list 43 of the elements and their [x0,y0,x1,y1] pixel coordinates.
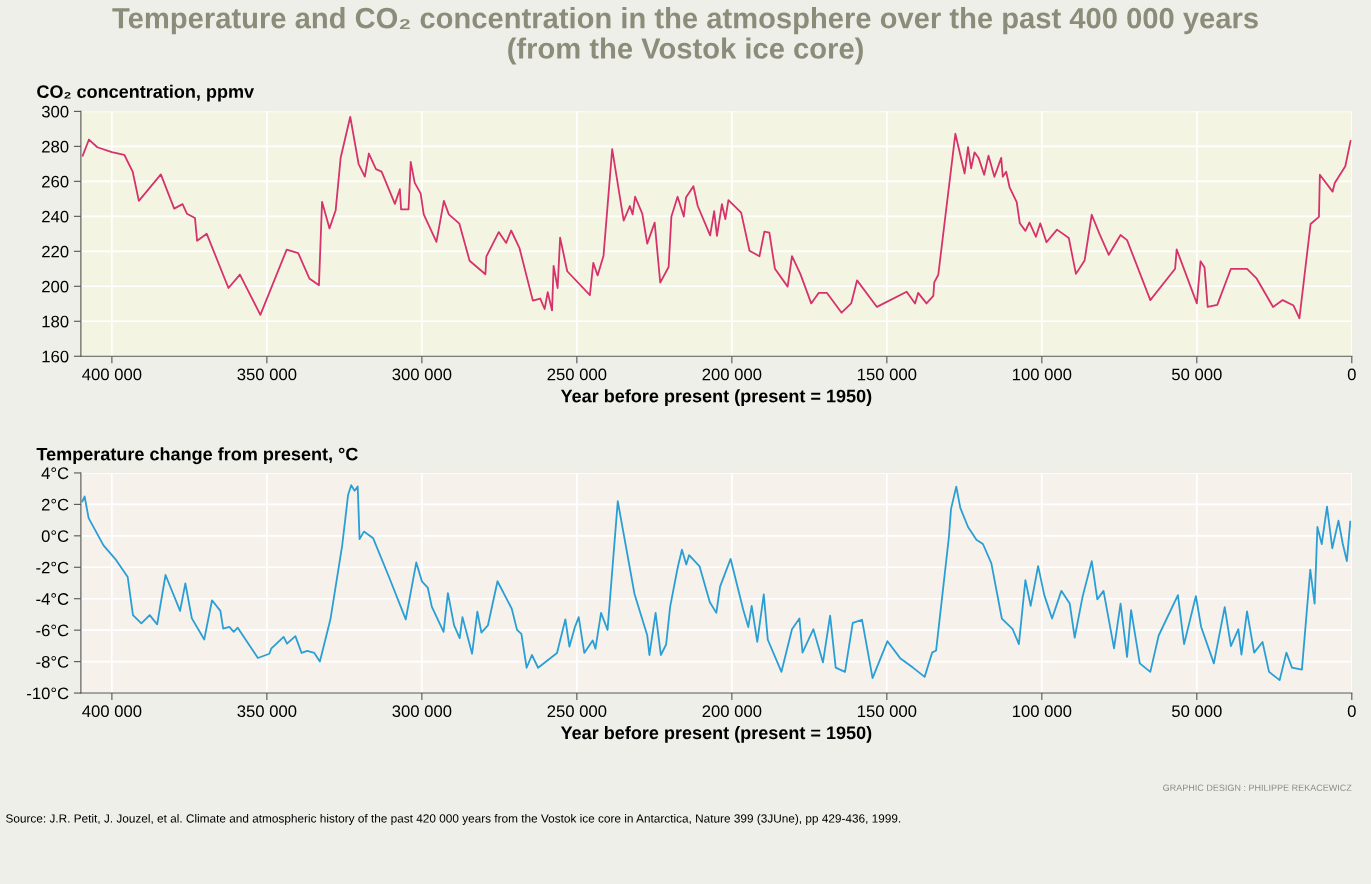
y-tick-label: 240 [42,210,69,223]
y-tick-label: 0°C [41,530,69,543]
x-tick-label: 300 000 [392,368,452,381]
x-tick-label: 350 000 [237,705,297,718]
y-tick-label: 220 [42,245,69,258]
y-tick-label: 4°C [41,467,69,480]
x-tick-label: 50 000 [1172,368,1222,381]
x-tick-label: 0 [1347,705,1356,718]
x-tick-label: 250 000 [547,368,607,381]
y-tick-label: 2°C [41,498,69,511]
y-tick-label: 180 [42,315,69,328]
y-tick-label: 300 [41,105,69,118]
x-tick-label: 250 000 [547,705,607,718]
y-tick-label: -10°C [27,687,69,700]
y-tick-label: 280 [42,140,69,153]
x-tick-label: 350 000 [237,368,297,381]
y-tick-label: 200 [42,280,69,293]
y-axis-title: Temperature change from present, °C [36,447,358,465]
x-tick-label: 0 [1347,368,1356,381]
x-tick-label: 200 000 [702,368,762,381]
x-tick-label: 400 000 [82,368,142,381]
x-tick-label: 150 000 [857,705,917,718]
y-tick-label: -4°C [36,593,69,605]
y-axis-title: CO₂ concentration, ppmv [37,84,255,102]
text: GRAPHIC DESIGN : PHILIPPE REKACEWICZ [1163,784,1352,791]
x-tick-label: 300 000 [392,705,452,718]
line-series [81,115,1352,320]
x-tick-label: 50 000 [1172,705,1222,718]
x-tick-label: 200 000 [702,705,762,718]
y-tick-label: -8°C [36,656,69,668]
y-tick-label: -6°C [36,624,69,637]
x-tick-label: 100 000 [1012,705,1072,718]
x-tick-label: 400 000 [82,705,142,718]
y-tick-label: 160 [42,350,69,363]
x-axis-title: Year before present (present = 1950) [560,389,872,406]
source-note: Source: J.R. Petit, J. Jouzel, et al. Climate and atmospheric history of the past 420 000 years from the Vostok ice core in Antarctica, Nature 399 (3JUne), pp 429-436, 1999. [6,813,901,825]
x-tick-label: 150 000 [857,368,917,381]
y-tick-label: 260 [42,175,69,188]
x-tick-label: 100 000 [1012,368,1072,381]
x-axis-title: Year before present (present = 1950) [560,725,872,743]
y-tick-label: -2°C [36,561,69,574]
line-series [81,484,1352,682]
chart-title: Temperature and CO₂ concentration in the atmosphere over the past 400 000 years (from the Vostok ice core) [112,7,1258,65]
